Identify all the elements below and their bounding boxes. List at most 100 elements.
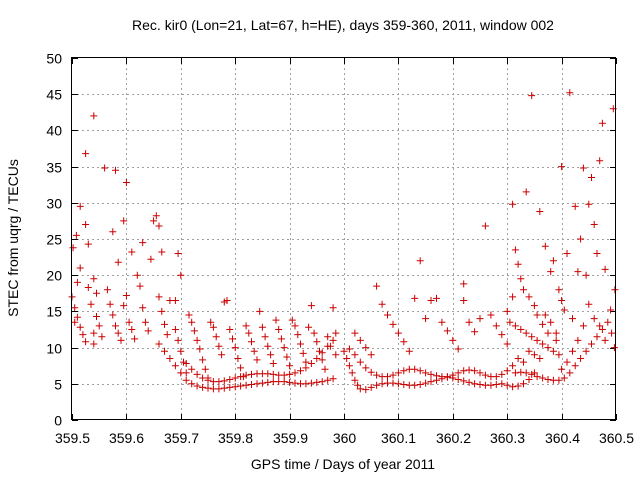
data-point (525, 347, 533, 355)
data-point (324, 376, 332, 384)
x-tick-labels: 359.5 359.6 359.7 359.8 359.9 360 360.1 360.2 36… (55, 430, 634, 446)
data-point (394, 329, 402, 337)
data-point (460, 280, 468, 288)
data-point (511, 369, 519, 377)
data-point (82, 221, 90, 228)
y-tick-label: 20 (46, 268, 62, 284)
data-point (280, 371, 288, 379)
data-point (593, 250, 601, 257)
data-point (196, 345, 204, 353)
data-point (106, 300, 114, 308)
data-point (555, 286, 563, 294)
data-point (539, 320, 547, 328)
data-point (95, 322, 103, 330)
data-point (348, 369, 356, 377)
data-point (539, 340, 547, 348)
data-point (69, 244, 77, 252)
data-point (267, 351, 275, 359)
data-points (68, 89, 619, 394)
data-point (318, 349, 326, 357)
data-point (231, 383, 239, 391)
data-point (384, 311, 391, 319)
x-tick-label: 359.8 (218, 430, 253, 446)
data-point (449, 336, 457, 344)
data-point (356, 385, 364, 393)
data-point (128, 248, 136, 256)
data-point (598, 326, 606, 333)
data-point (476, 315, 484, 323)
data-point (454, 369, 462, 377)
data-point (378, 300, 386, 308)
data-point (237, 373, 245, 381)
data-point (242, 371, 250, 379)
data-point (207, 318, 215, 326)
data-point (514, 382, 522, 390)
data-point (329, 304, 337, 312)
data-point (598, 119, 606, 127)
y-tick-label: 45 (46, 87, 62, 103)
data-point (530, 351, 538, 359)
y-tick-label: 0 (54, 413, 62, 429)
data-point (574, 336, 582, 344)
data-point (253, 380, 261, 388)
data-point (155, 222, 163, 230)
data-point (498, 370, 506, 378)
data-point (76, 323, 84, 331)
data-point (212, 333, 220, 341)
data-point (120, 302, 128, 310)
data-point (533, 336, 541, 344)
data-point (416, 381, 424, 388)
data-point (345, 362, 353, 370)
data-point (72, 231, 80, 239)
data-point (511, 322, 519, 330)
data-point (182, 360, 190, 367)
data-point (226, 376, 234, 383)
data-point (549, 347, 557, 355)
data-point (433, 372, 440, 380)
data-point (226, 383, 234, 391)
data-point (422, 379, 430, 387)
data-point (177, 347, 185, 355)
data-point (166, 355, 174, 362)
data-point (269, 360, 277, 367)
data-point (506, 318, 514, 326)
data-point (460, 377, 468, 385)
data-point (356, 336, 364, 344)
data-point (558, 163, 566, 171)
data-point (237, 382, 245, 390)
data-point (411, 381, 419, 389)
data-point (509, 383, 517, 391)
data-point (517, 275, 525, 283)
data-point (558, 297, 566, 304)
data-point (76, 264, 84, 272)
data-point (307, 379, 315, 387)
data-point (416, 367, 424, 375)
data-point (199, 383, 207, 391)
data-point (555, 351, 563, 359)
data-point (313, 355, 321, 362)
data-point (411, 365, 419, 373)
data-point (245, 329, 253, 337)
data-point (547, 268, 555, 276)
data-point (577, 235, 585, 243)
data-point (163, 331, 171, 339)
data-point (82, 338, 90, 346)
data-point (329, 375, 337, 383)
data-point (552, 336, 560, 344)
data-point (188, 318, 196, 326)
data-point (291, 369, 299, 377)
data-point (520, 358, 527, 366)
data-point (566, 369, 574, 377)
data-point (405, 347, 413, 355)
data-point (539, 374, 547, 382)
x-tick-label: 360.1 (381, 430, 416, 446)
data-point (220, 377, 228, 385)
data-point (229, 335, 236, 343)
data-point (310, 329, 318, 337)
x-axis-label: GPS time / Days of year 2011 (251, 456, 435, 472)
data-point (611, 286, 619, 294)
data-point (93, 289, 100, 297)
data-point (522, 188, 530, 196)
data-point (291, 379, 299, 387)
data-point (171, 326, 179, 333)
